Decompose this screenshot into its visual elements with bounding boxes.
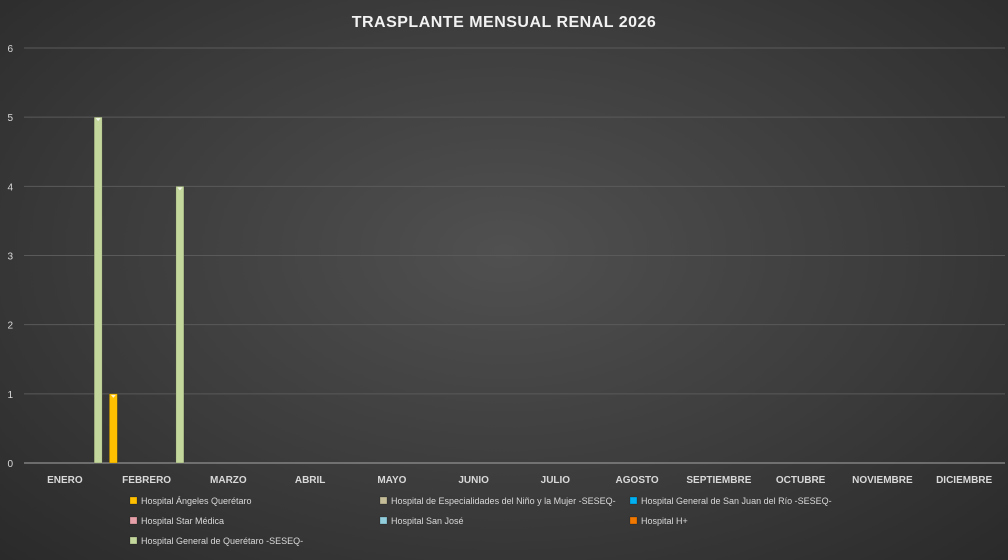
legend-item[interactable]: Hospital Ángeles Querétaro — [129, 496, 252, 506]
x-tick-label: ABRIL — [295, 475, 326, 486]
legend-label: Hospital de Especialidades del Niño y la… — [391, 496, 616, 506]
x-tick-label: AGOSTO — [616, 475, 659, 486]
x-tick-label: OCTUBRE — [776, 475, 826, 486]
legend-swatch — [629, 516, 638, 525]
legend-item[interactable]: Hospital Star Médica — [129, 516, 224, 526]
legend-item[interactable]: Hospital General de San Juan del Río -SE… — [629, 496, 832, 506]
y-tick-label: 1 — [7, 390, 13, 401]
bar-cap-marker — [177, 187, 183, 191]
legend-label: Hospital H+ — [641, 516, 688, 526]
legend-label: Hospital San José — [391, 516, 464, 526]
x-tick-label: NOVIEMBRE — [852, 475, 913, 486]
x-tick-label: JULIO — [541, 475, 571, 486]
bar — [93, 116, 103, 464]
y-tick-label: 3 — [7, 252, 13, 263]
legend-label: Hospital Ángeles Querétaro — [141, 496, 252, 506]
legend-label: Hospital General de Querétaro -SESEQ- — [141, 536, 303, 546]
legend-swatch — [129, 496, 138, 505]
y-tick-label: 2 — [7, 321, 13, 332]
legend-item[interactable]: Hospital H+ — [629, 516, 688, 526]
x-tick-label: MARZO — [210, 475, 247, 486]
legend-swatch — [129, 516, 138, 525]
legend-swatch — [629, 496, 638, 505]
x-tick-label: FEBRERO — [122, 475, 171, 486]
x-tick-label: JUNIO — [458, 475, 489, 486]
x-tick-label: MAYO — [377, 475, 406, 486]
y-tick-label: 0 — [7, 459, 13, 470]
legend-label: Hospital Star Médica — [141, 516, 224, 526]
x-tick-label: DICIEMBRE — [936, 475, 992, 486]
legend-swatch — [379, 516, 388, 525]
legend-item[interactable]: Hospital General de Querétaro -SESEQ- — [129, 536, 303, 546]
y-tick-label: 5 — [7, 113, 13, 124]
legend-label: Hospital General de San Juan del Río -SE… — [641, 496, 832, 506]
x-tick-label: SEPTIEMBRE — [686, 475, 751, 486]
legend-swatch — [129, 536, 138, 545]
x-tick-label: ENERO — [47, 475, 83, 486]
chart-title: TRASPLANTE MENSUAL RENAL 2026 — [352, 14, 657, 31]
bar-cap-marker — [95, 118, 101, 122]
legend-swatch — [379, 496, 388, 505]
bar — [175, 186, 185, 464]
y-tick-label: 4 — [7, 182, 13, 193]
legend-item[interactable]: Hospital de Especialidades del Niño y la… — [379, 496, 616, 506]
bar — [109, 393, 118, 464]
legend-item[interactable]: Hospital San José — [379, 516, 464, 526]
y-tick-label: 6 — [7, 44, 13, 55]
bar-cap-marker — [110, 394, 116, 398]
